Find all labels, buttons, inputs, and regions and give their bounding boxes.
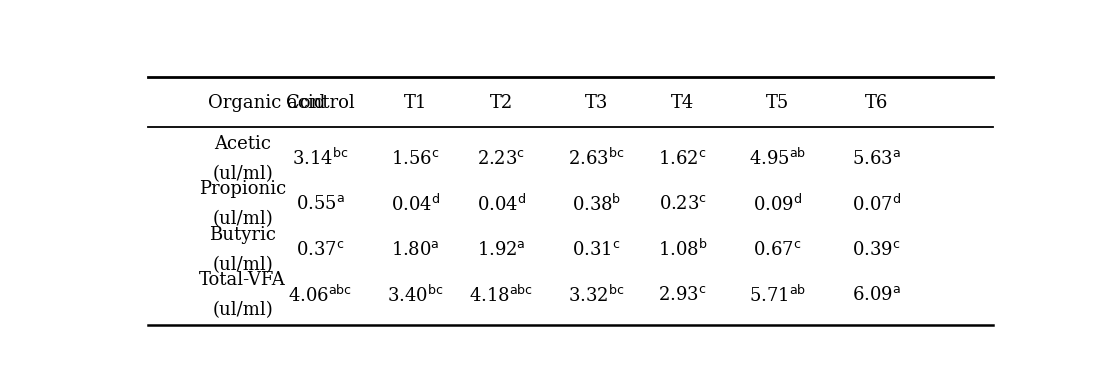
Text: 6.09$^{\mathrm{a}}$: 6.09$^{\mathrm{a}}$	[853, 286, 902, 304]
Text: Total-VFA: Total-VFA	[199, 271, 286, 289]
Text: 2.23$^{\mathrm{c}}$: 2.23$^{\mathrm{c}}$	[477, 150, 525, 168]
Text: Acetic: Acetic	[214, 135, 272, 153]
Text: 4.06$^{\mathrm{abc}}$: 4.06$^{\mathrm{abc}}$	[288, 285, 353, 306]
Text: 0.31$^{\mathrm{c}}$: 0.31$^{\mathrm{c}}$	[572, 241, 621, 259]
Text: T5: T5	[766, 94, 789, 112]
Text: 2.63$^{\mathrm{bc}}$: 2.63$^{\mathrm{bc}}$	[568, 148, 624, 169]
Text: 0.39$^{\mathrm{c}}$: 0.39$^{\mathrm{c}}$	[853, 241, 900, 259]
Text: (ul/ml): (ul/ml)	[213, 210, 273, 228]
Text: 0.07$^{\mathrm{d}}$: 0.07$^{\mathrm{d}}$	[853, 194, 902, 215]
Text: (ul/ml): (ul/ml)	[213, 256, 273, 274]
Text: 3.14$^{\mathrm{bc}}$: 3.14$^{\mathrm{bc}}$	[292, 148, 348, 169]
Text: 1.62$^{\mathrm{c}}$: 1.62$^{\mathrm{c}}$	[658, 150, 707, 168]
Text: 0.09$^{\mathrm{d}}$: 0.09$^{\mathrm{d}}$	[752, 194, 802, 215]
Text: 3.40$^{\mathrm{bc}}$: 3.40$^{\mathrm{bc}}$	[387, 285, 443, 306]
Text: T4: T4	[671, 94, 695, 112]
Text: T1: T1	[403, 94, 427, 112]
Text: 1.08$^{\mathrm{b}}$: 1.08$^{\mathrm{b}}$	[658, 239, 708, 260]
Text: Propionic: Propionic	[199, 180, 286, 198]
Text: 5.63$^{\mathrm{a}}$: 5.63$^{\mathrm{a}}$	[853, 150, 902, 168]
Text: 5.71$^{\mathrm{ab}}$: 5.71$^{\mathrm{ab}}$	[749, 285, 806, 306]
Text: Organic acid: Organic acid	[208, 94, 325, 112]
Text: 0.67$^{\mathrm{c}}$: 0.67$^{\mathrm{c}}$	[754, 241, 801, 259]
Text: Butyric: Butyric	[209, 226, 276, 244]
Text: T6: T6	[865, 94, 888, 112]
Text: 0.23$^{\mathrm{c}}$: 0.23$^{\mathrm{c}}$	[659, 195, 707, 213]
Text: (ul/ml): (ul/ml)	[213, 165, 273, 183]
Text: (ul/ml): (ul/ml)	[213, 301, 273, 319]
Text: 0.04$^{\mathrm{d}}$: 0.04$^{\mathrm{d}}$	[476, 194, 526, 215]
Text: 4.95$^{\mathrm{ab}}$: 4.95$^{\mathrm{ab}}$	[749, 148, 806, 169]
Text: 0.38$^{\mathrm{b}}$: 0.38$^{\mathrm{b}}$	[572, 194, 621, 215]
Text: 1.80$^{\mathrm{a}}$: 1.80$^{\mathrm{a}}$	[391, 241, 440, 259]
Text: 2.93$^{\mathrm{c}}$: 2.93$^{\mathrm{c}}$	[658, 286, 707, 304]
Text: 0.55$^{\mathrm{a}}$: 0.55$^{\mathrm{a}}$	[296, 195, 345, 213]
Text: 1.56$^{\mathrm{c}}$: 1.56$^{\mathrm{c}}$	[391, 150, 440, 168]
Text: 0.37$^{\mathrm{c}}$: 0.37$^{\mathrm{c}}$	[296, 241, 345, 259]
Text: Control: Control	[286, 94, 355, 112]
Text: 1.92$^{\mathrm{a}}$: 1.92$^{\mathrm{a}}$	[477, 241, 525, 259]
Text: 4.18$^{\mathrm{abc}}$: 4.18$^{\mathrm{abc}}$	[470, 285, 533, 306]
Text: 3.32$^{\mathrm{bc}}$: 3.32$^{\mathrm{bc}}$	[568, 285, 624, 306]
Text: 0.04$^{\mathrm{d}}$: 0.04$^{\mathrm{d}}$	[391, 194, 440, 215]
Text: T3: T3	[584, 94, 608, 112]
Text: T2: T2	[490, 94, 513, 112]
